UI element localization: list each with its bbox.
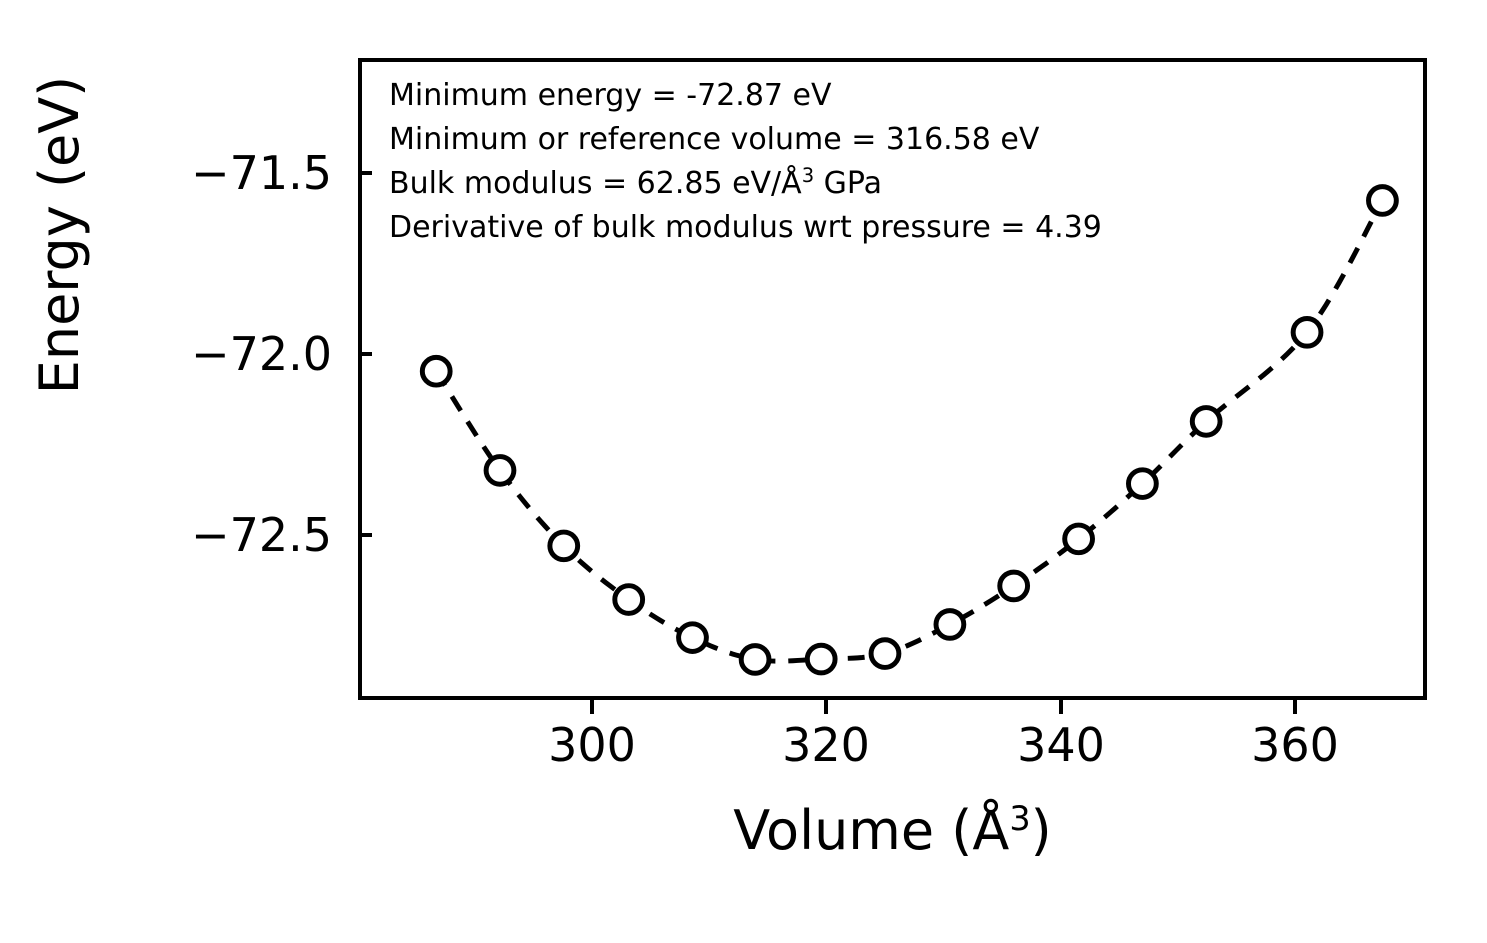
annotation-bulk-modulus: Bulk modulus = 62.85 eV/Å3 GPa [389,162,1102,206]
annotation-bulk-modulus-unit: GPa [814,166,883,201]
x-axis-label-tail: ) [1030,799,1052,862]
x-tick-340 [1059,700,1063,714]
data-point-marker [419,354,453,388]
x-tick-300 [590,700,594,714]
plot-area [358,58,1427,700]
x-tick-360 [1293,700,1297,714]
x-ticklabel-340: 340 [1017,718,1105,772]
x-ticklabel-360: 360 [1251,718,1339,772]
data-point-marker [1062,522,1095,556]
y-ticklabel-minus-72-0: −72.0 [191,327,332,381]
data-point-marker [612,583,646,616]
data-point-marker [868,637,902,670]
y-axis-label: Energy (eV) [28,75,91,395]
y-tick-minus-72-0 [358,352,372,356]
x-axis-label: Volume (Å3) [358,798,1427,864]
annotation-minimum-energy: Minimum energy = -72.87 eV [389,78,832,113]
data-point-marker [1189,405,1223,438]
y-ticklabel-minus-72-5: −72.5 [191,508,332,562]
y-tick-minus-71-5 [358,171,372,175]
x-axis-label-base: Volume (Å [733,799,1010,862]
data-point-marker [676,621,709,654]
data-point-marker [804,642,838,676]
data-point-marker [547,529,581,563]
data-point-marker [483,454,517,487]
annotation-bulk-modulus-text: Bulk modulus = 62.85 eV/Å [389,166,802,201]
data-point-marker [1290,316,1324,349]
x-tick-320 [824,700,828,714]
eos-dashed-line [434,199,1385,664]
annotation-reference-volume: Minimum or reference volume = 316.58 eV [389,122,1040,157]
eos-curve-svg [419,184,1399,676]
data-point-marker [997,569,1031,603]
eos-marker-group [419,184,1399,676]
annotation-bulk-modulus-superscript: 3 [801,164,815,187]
x-ticklabel-320: 320 [782,718,870,772]
y-axis-label-wrapper: Energy (eV) [10,0,110,535]
x-ticklabel-300: 300 [548,718,636,772]
x-axis-label-superscript: 3 [1009,799,1031,838]
data-point-marker [738,643,772,676]
data-point-marker [1126,467,1159,500]
data-point-marker [933,608,967,641]
data-point-marker [1366,184,1399,217]
annotation-bulk-modulus-derivative: Derivative of bulk modulus wrt pressure … [389,210,1102,245]
y-ticklabel-minus-71-5: −71.5 [191,146,332,200]
y-tick-minus-72-5 [358,533,372,537]
eos-fit-annotation: Minimum energy = -72.87 eV Minimum or re… [389,74,1102,250]
